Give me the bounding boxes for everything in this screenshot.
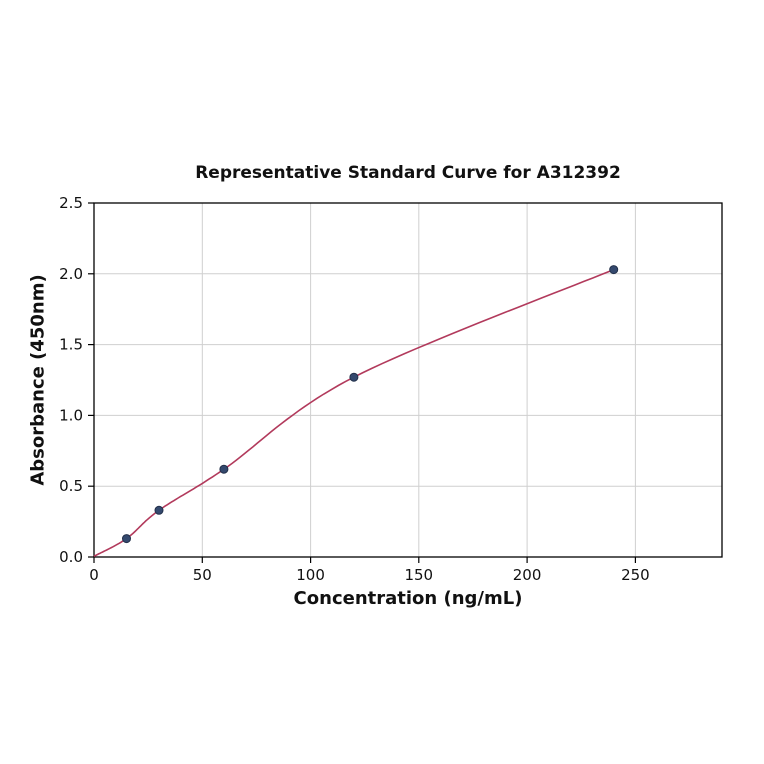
data-point: [609, 265, 619, 275]
y-tick-label: 1.5: [59, 336, 83, 354]
y-tick-label: 2.0: [59, 265, 83, 283]
x-axis-label: Concentration (ng/mL): [293, 588, 523, 609]
y-tick-label: 2.5: [59, 194, 83, 212]
x-tick-label: 200: [513, 566, 542, 584]
y-tick-label: 1.0: [59, 406, 83, 424]
x-tick-label: 150: [404, 566, 433, 584]
x-tick-label: 0: [89, 566, 99, 584]
plot-frame: [93, 202, 723, 558]
data-point: [349, 372, 359, 382]
chart-title: Representative Standard Curve for A31239…: [195, 163, 621, 183]
y-tick-label: 0.5: [59, 477, 83, 495]
x-tick-label: 100: [296, 566, 325, 584]
fit-curve: [93, 268, 615, 557]
data-point: [122, 534, 131, 544]
y-tick-label: 0.0: [59, 548, 83, 566]
data-point: [154, 505, 164, 515]
x-tick-label: 50: [193, 566, 212, 584]
data-point: [219, 464, 229, 474]
x-tick-label: 250: [621, 566, 650, 584]
